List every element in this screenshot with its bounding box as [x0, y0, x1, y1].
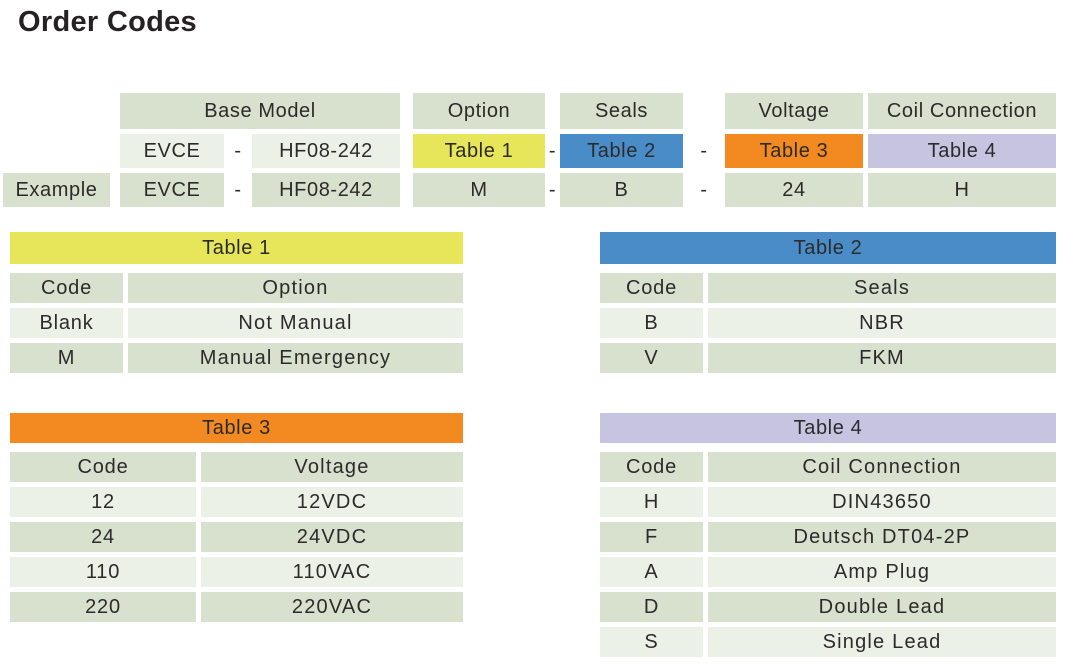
table-row: 110 110VAC	[10, 557, 463, 587]
table-cell: H	[600, 487, 703, 517]
table3-title: Table 3	[10, 413, 463, 443]
table-cell: S	[600, 627, 703, 657]
dash-separator: -	[545, 134, 560, 168]
dash-separator: -	[683, 134, 725, 168]
table3: Table 3 Code Voltage 12 12VDC 24 24VDC 1…	[10, 413, 463, 622]
example-prefix: EVCE	[120, 173, 224, 207]
table-cell: DIN43650	[708, 487, 1056, 517]
table-cell: 110VAC	[201, 557, 463, 587]
table2-title: Table 2	[600, 232, 1056, 264]
table-cell: F	[600, 522, 703, 552]
table-cell: Deutsch DT04-2P	[708, 522, 1056, 552]
table2: Table 2 Code Seals B NBR V FKM	[600, 232, 1056, 373]
header-voltage: Voltage	[725, 93, 863, 129]
table-cell: FKM	[708, 343, 1056, 373]
example-option: M	[413, 173, 545, 207]
column-header-seals: Seals	[708, 273, 1056, 303]
example-voltage: 24	[725, 173, 863, 207]
table-cell: M	[10, 343, 123, 373]
table-cell: 24	[10, 522, 196, 552]
table-row: 220 220VAC	[10, 592, 463, 622]
table-cell: 24VDC	[201, 522, 463, 552]
table-cell: Blank	[10, 308, 123, 338]
cell-model-prefix: EVCE	[120, 134, 224, 168]
example-seals: B	[560, 173, 683, 207]
header-coil-connection: Coil Connection	[868, 93, 1056, 129]
dash-separator: -	[545, 173, 560, 207]
table-row: Blank Not Manual	[10, 308, 463, 338]
table-cell: NBR	[708, 308, 1056, 338]
dash-separator: -	[224, 134, 252, 168]
table-row: 12 12VDC	[10, 487, 463, 517]
table-row: A Amp Plug	[600, 557, 1056, 587]
table-cell: A	[600, 557, 703, 587]
page-title: Order Codes	[18, 6, 197, 38]
table-cell: 12VDC	[201, 487, 463, 517]
header-base-model: Base Model	[120, 93, 400, 129]
table-cell: Single Lead	[708, 627, 1056, 657]
table-row: F Deutsch DT04-2P	[600, 522, 1056, 552]
table-row: D Double Lead	[600, 592, 1056, 622]
column-header-voltage: Voltage	[201, 452, 463, 482]
table-cell: 220	[10, 592, 196, 622]
table-cell: V	[600, 343, 703, 373]
dash-separator: -	[683, 173, 725, 207]
dash-separator: -	[224, 173, 252, 207]
code-builder-model-row: EVCE - HF08-242 Table 1 - Table 2 - Tabl…	[0, 134, 1056, 168]
cell-model-base: HF08-242	[252, 134, 400, 168]
example-coil: H	[868, 173, 1056, 207]
example-label: Example	[3, 173, 110, 207]
table-row: B NBR	[600, 308, 1056, 338]
cell-coil-table4: Table 4	[868, 134, 1056, 168]
cell-voltage-table3: Table 3	[725, 134, 863, 168]
example-base: HF08-242	[252, 173, 400, 207]
table-cell: Not Manual	[128, 308, 463, 338]
table-row: S Single Lead	[600, 627, 1056, 657]
cell-seals-table2: Table 2	[560, 134, 683, 168]
cell-option-table1: Table 1	[413, 134, 545, 168]
column-header-code: Code	[10, 273, 123, 303]
table-cell: 12	[10, 487, 196, 517]
column-header-option: Option	[128, 273, 463, 303]
header-option: Option	[413, 93, 545, 129]
column-header-code: Code	[600, 452, 703, 482]
table-cell: 110	[10, 557, 196, 587]
table-cell: D	[600, 592, 703, 622]
table4-title: Table 4	[600, 413, 1056, 443]
table-row: Code Voltage	[10, 452, 463, 482]
table-row: M Manual Emergency	[10, 343, 463, 373]
table-row: H DIN43650	[600, 487, 1056, 517]
column-header-code: Code	[600, 273, 703, 303]
table-cell: Amp Plug	[708, 557, 1056, 587]
table4: Table 4 Code Coil Connection H DIN43650 …	[600, 413, 1056, 657]
table-row: Code Seals	[600, 273, 1056, 303]
table-row: Code Coil Connection	[600, 452, 1056, 482]
table-cell: Double Lead	[708, 592, 1056, 622]
header-seals: Seals	[560, 93, 683, 129]
table1: Table 1 Code Option Blank Not Manual M M…	[10, 232, 463, 373]
column-header-coil-connection: Coil Connection	[708, 452, 1056, 482]
table-cell: Manual Emergency	[128, 343, 463, 373]
code-builder-header-row: Base Model Option Seals Voltage Coil Con…	[0, 93, 1056, 129]
table-cell: B	[600, 308, 703, 338]
table-cell: 220VAC	[201, 592, 463, 622]
table1-title: Table 1	[10, 232, 463, 264]
table-row: V FKM	[600, 343, 1056, 373]
column-header-code: Code	[10, 452, 196, 482]
table-row: Code Option	[10, 273, 463, 303]
table-row: 24 24VDC	[10, 522, 463, 552]
code-builder-example-row: Example EVCE - HF08-242 M - B - 24 H	[0, 173, 1056, 207]
